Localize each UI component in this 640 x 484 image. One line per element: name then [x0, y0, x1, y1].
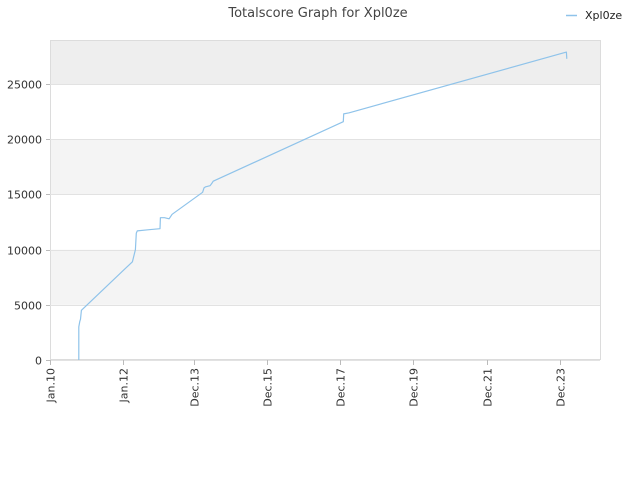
grid-band	[50, 304, 600, 360]
axes: 0 5000 10000 15000 20000 25000 Jan.10 Jan.12 Dec…	[7, 79, 600, 407]
y-tick-label: 15000	[7, 189, 42, 202]
y-tick-label: 25000	[7, 79, 42, 92]
x-tick-label: Jan.12	[118, 368, 131, 403]
plot-frame	[50, 40, 601, 360]
y-tick-label: 5000	[14, 300, 42, 313]
y-tick-label: 0	[35, 355, 42, 368]
legend: Xpl0ze	[566, 9, 622, 22]
x-tick-label: Dec.13	[189, 368, 202, 407]
x-tick-label: Dec.19	[408, 368, 421, 407]
grid-band	[50, 139, 600, 195]
legend-label: Xpl0ze	[585, 9, 622, 22]
series-layer	[78, 51, 568, 360]
plot-bands	[50, 40, 600, 360]
grid-band	[50, 249, 600, 305]
grid-band	[50, 40, 600, 85]
y-tick-label: 20000	[7, 134, 42, 147]
grid-band	[50, 84, 600, 140]
chart-title: Totalscore Graph for Xpl0ze	[227, 6, 407, 21]
x-tick-label: Dec.15	[262, 368, 275, 407]
y-tick-label: 10000	[7, 245, 42, 258]
x-tick-label: Dec.21	[482, 368, 495, 407]
x-tick-label: Dec.17	[335, 368, 348, 407]
x-tick-label: Dec.23	[555, 368, 568, 407]
x-tick-label: Jan.10	[45, 368, 58, 403]
series-line	[78, 51, 568, 360]
grid-band	[50, 194, 600, 250]
